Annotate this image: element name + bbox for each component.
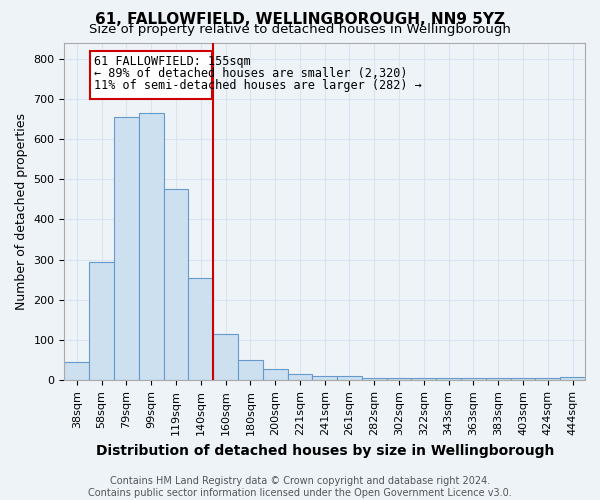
Bar bbox=[91, 52, 212, 99]
Bar bbox=[287, 374, 313, 380]
Bar bbox=[139, 113, 164, 380]
Bar bbox=[64, 362, 89, 380]
Bar bbox=[238, 360, 263, 380]
Bar bbox=[511, 378, 535, 380]
Y-axis label: Number of detached properties: Number of detached properties bbox=[15, 113, 28, 310]
Bar bbox=[535, 378, 560, 380]
Bar bbox=[164, 190, 188, 380]
Text: ← 89% of detached houses are smaller (2,320): ← 89% of detached houses are smaller (2,… bbox=[94, 66, 407, 80]
Bar bbox=[114, 117, 139, 380]
X-axis label: Distribution of detached houses by size in Wellingborough: Distribution of detached houses by size … bbox=[95, 444, 554, 458]
Text: Size of property relative to detached houses in Wellingborough: Size of property relative to detached ho… bbox=[89, 22, 511, 36]
Bar bbox=[337, 376, 362, 380]
Text: 61 FALLOWFIELD: 155sqm: 61 FALLOWFIELD: 155sqm bbox=[94, 54, 251, 68]
Bar bbox=[412, 378, 436, 380]
Bar bbox=[436, 378, 461, 380]
Bar bbox=[362, 378, 386, 380]
Bar bbox=[486, 378, 511, 380]
Bar bbox=[461, 378, 486, 380]
Text: 61, FALLOWFIELD, WELLINGBOROUGH, NN9 5YZ: 61, FALLOWFIELD, WELLINGBOROUGH, NN9 5YZ bbox=[95, 12, 505, 28]
Bar bbox=[89, 262, 114, 380]
Text: Contains HM Land Registry data © Crown copyright and database right 2024.
Contai: Contains HM Land Registry data © Crown c… bbox=[88, 476, 512, 498]
Bar bbox=[386, 378, 412, 380]
Bar bbox=[188, 278, 213, 380]
Bar bbox=[213, 334, 238, 380]
Bar bbox=[313, 376, 337, 380]
Bar bbox=[560, 377, 585, 380]
Text: 11% of semi-detached houses are larger (282) →: 11% of semi-detached houses are larger (… bbox=[94, 78, 422, 92]
Bar bbox=[263, 369, 287, 380]
